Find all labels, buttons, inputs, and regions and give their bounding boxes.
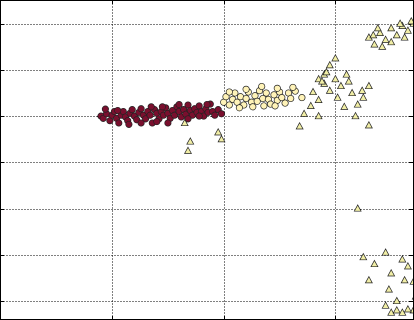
point-s2-50: [359, 252, 368, 261]
point-s0-59: [158, 103, 166, 111]
point-s0-61: [175, 100, 183, 109]
point-s2-36: [387, 23, 396, 32]
point-s2-31: [364, 120, 373, 129]
point-s2-55: [400, 275, 409, 284]
point-s2-33: [370, 40, 379, 48]
point-s0-55: [125, 120, 133, 128]
point-s2-30: [358, 86, 367, 94]
point-s2-12: [325, 86, 334, 94]
point-s0-63: [153, 118, 161, 126]
point-s1-15: [262, 89, 270, 97]
point-s0-57: [147, 103, 155, 111]
point-s2-5: [295, 121, 304, 130]
point-s1-24: [287, 94, 295, 103]
point-s2-72: [392, 305, 401, 314]
point-s2-51: [370, 259, 379, 268]
point-s2-57: [381, 248, 390, 256]
point-s2-48: [369, 30, 378, 39]
point-s2-0: [180, 118, 189, 127]
point-s2-29: [353, 100, 362, 108]
point-s0-7: [115, 119, 123, 127]
point-s2-27: [359, 93, 368, 101]
data-points: [97, 16, 414, 316]
point-s2-70: [403, 304, 412, 313]
point-s2-42: [373, 23, 382, 32]
point-s1-12: [253, 97, 261, 105]
point-s0-52: [217, 110, 226, 118]
point-s2-35: [381, 35, 390, 43]
point-s2-26: [351, 111, 360, 120]
point-s2-53: [398, 255, 407, 263]
point-s0-19: [142, 115, 150, 123]
point-s2-39: [403, 26, 412, 34]
point-s0-64: [203, 100, 211, 109]
point-s2-61: [392, 296, 401, 305]
point-s1-32: [258, 82, 266, 91]
point-s2-18: [340, 102, 349, 110]
point-s2-4: [217, 134, 226, 143]
point-s0-13: [128, 106, 136, 114]
point-s0-54: [164, 119, 172, 127]
point-s2-7: [306, 101, 315, 109]
point-s1-30: [225, 88, 233, 96]
point-s2-52: [364, 275, 373, 284]
point-s2-13: [331, 74, 340, 83]
point-s1-34: [289, 83, 297, 91]
point-s2-28: [364, 81, 373, 90]
point-s2-17: [333, 93, 342, 101]
point-s0-62: [195, 112, 203, 120]
point-s1-21: [278, 94, 286, 102]
point-s1-35: [298, 94, 306, 102]
point-s2-60: [381, 301, 390, 309]
point-s2-6: [300, 109, 309, 117]
point-s2-24: [322, 67, 331, 76]
point-s2-19: [348, 88, 357, 97]
point-s2-59: [384, 285, 393, 293]
point-s0-32: [171, 111, 179, 119]
point-s0-58: [114, 106, 122, 115]
point-s2-21: [325, 60, 334, 69]
point-s1-22: [281, 99, 289, 107]
point-s1-29: [271, 102, 279, 110]
point-s2-15: [342, 70, 351, 78]
point-s2-49: [353, 204, 362, 212]
point-s1-18: [270, 91, 278, 99]
point-s0-21: [146, 111, 154, 119]
point-s1-31: [242, 85, 250, 93]
point-s2-2: [184, 146, 192, 154]
point-s2-8: [314, 111, 323, 120]
point-s0-50: [211, 111, 219, 119]
point-s2-47: [396, 19, 405, 27]
point-s1-28: [260, 102, 268, 110]
point-s2-9: [309, 87, 318, 96]
point-s1-26: [235, 104, 243, 112]
point-s0-53: [137, 119, 145, 127]
point-s2-10: [314, 95, 323, 103]
point-s1-8: [242, 94, 250, 103]
point-s0-17: [137, 105, 145, 113]
point-s1-2: [225, 101, 233, 109]
point-s2-58: [387, 268, 396, 277]
point-s2-14: [336, 81, 345, 90]
point-s2-44: [400, 33, 409, 41]
point-s2-22: [331, 53, 340, 62]
point-s2-3: [214, 127, 223, 136]
point-s2-54: [403, 261, 412, 270]
point-s2-46: [378, 42, 387, 50]
point-s2-16: [344, 77, 353, 85]
point-s1-27: [249, 103, 257, 111]
point-s2-43: [387, 37, 396, 46]
point-s2-62: [387, 308, 396, 316]
point-s1-33: [273, 84, 281, 92]
point-s2-37: [392, 30, 401, 39]
point-s0-60: [101, 105, 109, 113]
point-s2-34: [376, 28, 384, 36]
point-s2-25: [318, 77, 326, 85]
point-s2-1: [186, 137, 195, 145]
